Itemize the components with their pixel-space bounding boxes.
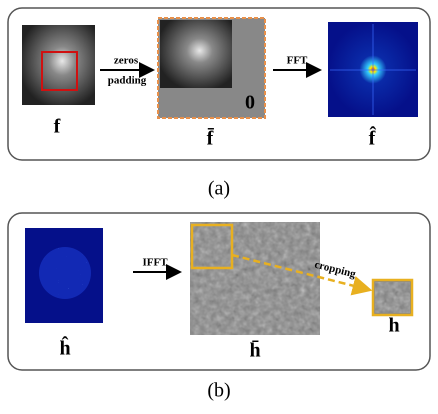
- label: f̄: [207, 127, 215, 150]
- label: f: [54, 116, 61, 138]
- label: h̄: [249, 339, 260, 362]
- figure: f zeros padding 0 f̄ FFT f̂ (a) ĥ IFFT c…: [0, 0, 438, 414]
- label: f̂: [369, 125, 377, 150]
- zero-label: 0: [245, 92, 255, 114]
- label: ĥ: [59, 335, 70, 360]
- padded-content: [160, 20, 232, 88]
- input-image: [22, 25, 95, 105]
- arrow-label: FFT: [287, 55, 308, 67]
- label: h: [388, 315, 399, 337]
- caption: (a): [208, 178, 230, 200]
- caption: (b): [207, 380, 230, 402]
- arrow-label: IFFT: [142, 257, 168, 269]
- arrow-label: padding: [108, 75, 147, 87]
- arrow-label: zeros: [114, 55, 139, 67]
